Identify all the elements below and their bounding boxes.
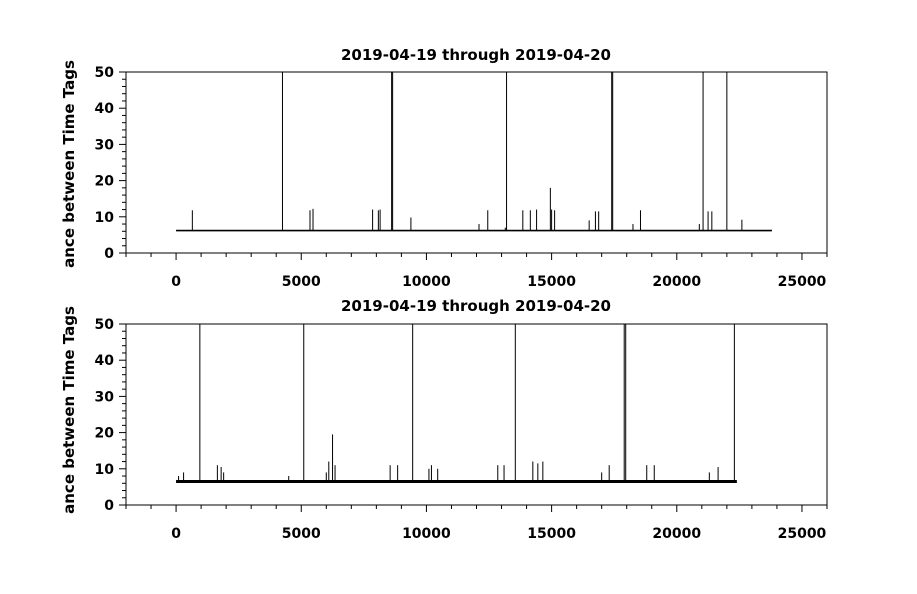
y-axis-ticks: 0 10 20 30 40 50 xyxy=(95,317,126,514)
x-tick-label: 5000 xyxy=(282,526,321,542)
x-tick-label: 15000 xyxy=(527,274,576,290)
y-tick-label: 30 xyxy=(95,137,115,153)
x-tick-label: 10000 xyxy=(402,274,451,290)
y-axis-label: ance between Time Tags xyxy=(60,60,78,268)
x-tick-label: 15000 xyxy=(527,526,576,542)
x-tick-label: 10000 xyxy=(402,526,451,542)
y-tick-label: 0 xyxy=(104,246,114,262)
x-axis-ticks: 0 5000 10000 15000 20000 25000 xyxy=(125,253,828,290)
chart-title: 2019-04-19 through 2019-04-20 xyxy=(341,46,611,64)
y-tick-label: 30 xyxy=(95,389,115,405)
y-tick-label: 20 xyxy=(95,174,115,190)
y-tick-label: 40 xyxy=(95,353,115,369)
y-tick-label: 10 xyxy=(95,462,115,478)
y-tick-label: 0 xyxy=(104,498,114,514)
plot-frame xyxy=(125,71,828,254)
y-tick-label: 20 xyxy=(95,426,115,442)
chart-panel-bottom: 2019-04-19 through 2019-04-20 ance betwe… xyxy=(60,297,828,542)
x-tick-label: 25000 xyxy=(778,526,827,542)
y-tick-label: 40 xyxy=(95,101,115,117)
data-series xyxy=(176,324,737,483)
data-series xyxy=(176,72,772,232)
x-tick-label: 0 xyxy=(171,526,181,542)
x-tick-label: 20000 xyxy=(652,274,701,290)
x-tick-label: 5000 xyxy=(282,274,321,290)
y-axis-ticks: 0 10 20 30 40 50 xyxy=(95,65,126,262)
x-axis-ticks: 0 5000 10000 15000 20000 25000 xyxy=(125,505,828,542)
chart-panel-top: 2019-04-19 through 2019-04-20 ance betwe… xyxy=(60,46,828,290)
x-tick-label: 0 xyxy=(171,274,181,290)
y-tick-label: 50 xyxy=(95,317,115,333)
plot-frame xyxy=(125,323,828,506)
x-tick-label: 20000 xyxy=(652,526,701,542)
y-axis-label: ance between Time Tags xyxy=(60,306,78,514)
y-tick-label: 50 xyxy=(95,65,115,81)
y-tick-label: 10 xyxy=(95,210,115,226)
chart-title: 2019-04-19 through 2019-04-20 xyxy=(341,297,611,315)
x-tick-label: 25000 xyxy=(778,274,827,290)
